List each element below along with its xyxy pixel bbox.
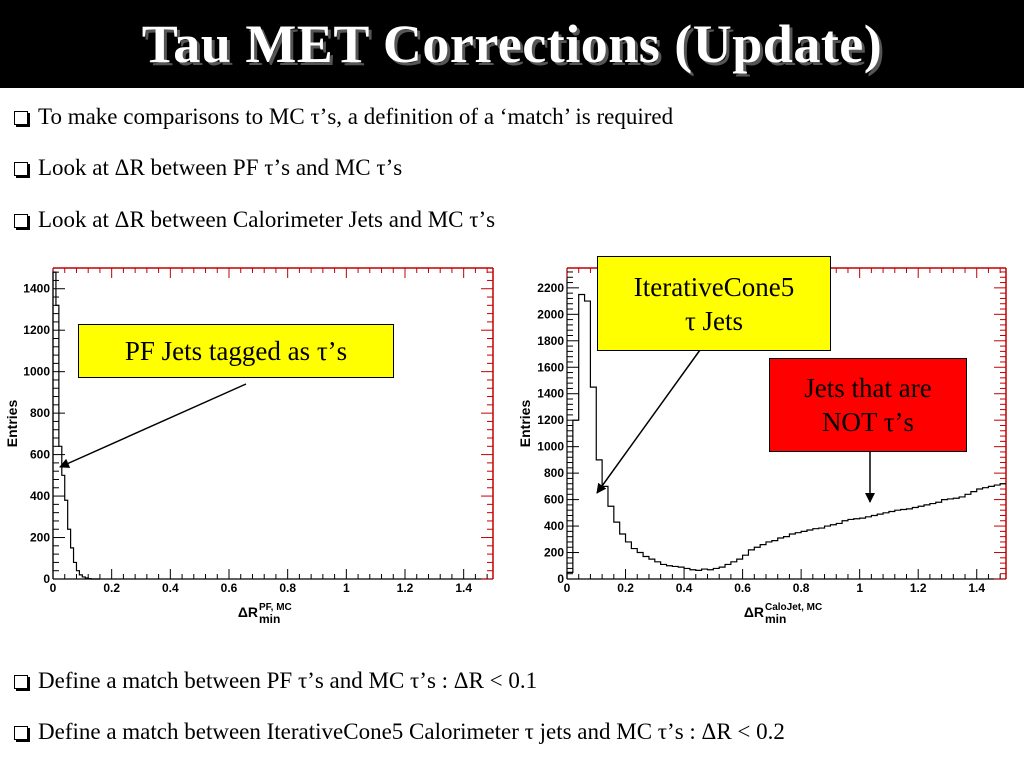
callout-not-tau-line1: Jets that are [804, 373, 932, 403]
x-tick-label: 1.2 [397, 581, 414, 595]
x-tick-label: 1.4 [455, 581, 472, 595]
checkbox-bullet-icon [14, 213, 28, 228]
y-tick-label: 400 [30, 489, 50, 503]
histogram-series [566, 293, 1006, 579]
x-tick-label: 0.8 [279, 581, 296, 595]
y-axis-label: Entries [4, 400, 20, 448]
slide-title: Tau MET Corrections (Update) [141, 14, 883, 74]
y-tick-label: 600 [30, 448, 50, 462]
callout-pf-text: PF Jets tagged as τ’s [124, 336, 348, 366]
y-tick-label: 2000 [537, 307, 564, 321]
x-tick-label: 0.6 [734, 581, 751, 595]
x-tick-label: 0.8 [793, 581, 810, 595]
callout-pf-jets: PF Jets tagged as τ’s [78, 324, 394, 378]
x-tick-label: 1 [343, 581, 350, 595]
callout-not-tau: Jets that are NOT τ’s [769, 358, 967, 452]
histogram-series [52, 271, 100, 580]
y-axis-label: Entries [517, 400, 533, 448]
x-tick-label: 0.6 [221, 581, 238, 595]
x-axis-label-main: ΔR [238, 604, 258, 620]
y-tick-label: 1200 [23, 323, 50, 337]
bullet-text: Look at ΔR between Calorimeter Jets and … [38, 207, 496, 232]
y-tick-label: 1000 [23, 365, 50, 379]
checkbox-bullet-icon [14, 161, 28, 176]
y-tick-label: 1400 [537, 387, 564, 401]
title-bar: Tau MET Corrections (Update) [0, 0, 1024, 88]
histogram-pf-jets: 0 0.2 0.4 0.6 0.8 1 1.2 1.4 0 200 400 600 800 1000 120… [4, 267, 494, 626]
y-tick-label: 2200 [537, 281, 564, 295]
y-tick-label: 0 [557, 572, 564, 586]
x-axis-label-main: ΔR [744, 604, 764, 620]
y-tick-label: 1400 [23, 282, 50, 296]
y-tick-label: 800 [544, 466, 564, 480]
x-axis-label-sup: CaloJet, MC [765, 602, 822, 613]
x-tick-label: 0.4 [162, 581, 179, 595]
bullet-text: Look at ΔR between PF τ’s and MC τ’s [38, 155, 403, 180]
checkbox-bullet-icon [14, 674, 28, 689]
checkbox-bullet-icon [14, 725, 28, 740]
bullet-bottom-2: Define a match between IterativeCone5 Ca… [14, 719, 785, 745]
x-tick-label: 0.4 [676, 581, 693, 595]
bullet-text: To make comparisons to MC τ’s, a definit… [38, 104, 674, 129]
x-axis-label-sub: min [259, 612, 280, 626]
y-tick-label: 1200 [537, 413, 564, 427]
y-tick-label: 1000 [537, 440, 564, 454]
bullet-top-1: To make comparisons to MC τ’s, a definit… [14, 104, 673, 130]
bullet-text: Define a match between IterativeCone5 Ca… [38, 719, 785, 744]
x-axis-label-sup: PF, MC [259, 602, 292, 613]
checkbox-bullet-icon [14, 110, 28, 125]
y-tick-label: 1800 [537, 334, 564, 348]
x-tick-label: 1.4 [968, 581, 985, 595]
y-tick-label: 400 [544, 519, 564, 533]
callout-ic5-line1: IterativeCone5 [633, 271, 795, 302]
y-tick-label: 200 [544, 546, 564, 560]
callout-ic5-jets: IterativeCone5 τ Jets [597, 256, 831, 351]
bullet-top-3: Look at ΔR between Calorimeter Jets and … [14, 207, 495, 233]
y-tick-label: 200 [30, 531, 50, 545]
x-tick-label: 0 [564, 581, 571, 595]
callout-ic5-line2: τ Jets [684, 305, 744, 336]
x-tick-label: 1 [856, 581, 863, 595]
x-axis-label-sub: min [765, 612, 786, 626]
bullet-bottom-1: Define a match between PF τ’s and MC τ’s… [14, 668, 537, 694]
bullet-text: Define a match between PF τ’s and MC τ’s… [38, 668, 538, 693]
x-tick-label: 0 [50, 581, 57, 595]
y-tick-label: 600 [544, 493, 564, 507]
callout-not-tau-line2: NOT τ’s [821, 407, 915, 437]
y-tick-label: 0 [43, 572, 50, 586]
y-tick-label: 1600 [537, 360, 564, 374]
x-tick-label: 0.2 [617, 581, 634, 595]
x-tick-label: 1.2 [910, 581, 927, 595]
bullet-top-2: Look at ΔR between PF τ’s and MC τ’s [14, 155, 402, 181]
y-tick-label: 800 [30, 406, 50, 420]
x-tick-label: 0.2 [103, 581, 120, 595]
